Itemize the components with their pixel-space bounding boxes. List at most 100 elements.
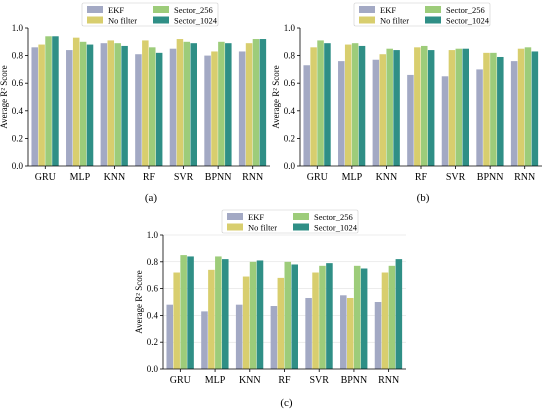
bar-rf-sector-1024 — [427, 50, 435, 166]
bar-mlp-no-filter — [72, 37, 80, 166]
legend-label: Sector_256 — [446, 5, 485, 15]
legend-label: No filter — [248, 223, 277, 233]
bar-gru-sector-1024 — [52, 36, 59, 166]
bar-gru-sector-1024 — [324, 43, 331, 166]
bar-mlp-sector-256 — [215, 256, 222, 369]
y-tick-label: 0.2 — [147, 337, 158, 347]
bar-svr-sector-1024 — [462, 48, 469, 167]
bar-rf-sector-1024 — [155, 52, 163, 167]
bar-rf-sector-256 — [284, 261, 292, 369]
legend-swatch — [87, 16, 103, 24]
bar-gru-no-filter — [310, 47, 317, 166]
x-tick-label: MLP — [70, 172, 91, 183]
bar-knn-sector-256 — [249, 261, 257, 369]
bar-bpnn-ekf — [340, 295, 347, 369]
legend-label: Sector_256 — [314, 212, 353, 222]
bar-bpnn-sector-1024 — [225, 43, 232, 166]
bar-knn-sector-256 — [114, 43, 121, 166]
bar-gru-sector-256 — [317, 40, 324, 166]
bar-rnn-sector-256 — [388, 265, 396, 369]
bar-rf-no-filter — [277, 277, 285, 369]
x-tick-label: SVR — [309, 375, 329, 386]
x-tick-label: KNN — [376, 172, 398, 183]
bar-bpnn-sector-1024 — [497, 56, 504, 167]
y-tick-label: 0.6 — [284, 78, 296, 88]
y-tick-label: 0.4 — [147, 310, 159, 320]
x-tick-label: RF — [278, 375, 291, 386]
bar-rf-sector-256 — [149, 47, 156, 166]
bar-bpnn-no-filter — [346, 297, 354, 369]
bar-rnn-sector-256 — [252, 39, 260, 166]
panel-label: (b) — [417, 192, 430, 204]
bar-bpnn-sector-1024 — [360, 268, 368, 369]
bar-bpnn-ekf — [476, 69, 483, 166]
bar-rf-sector-1024 — [291, 264, 298, 369]
bar-rf-no-filter — [142, 40, 149, 166]
bar-rnn-ekf — [238, 51, 246, 166]
bar-knn-no-filter — [379, 54, 387, 166]
bar-bpnn-sector-256 — [490, 52, 497, 167]
legend-label: EKF — [248, 212, 264, 222]
x-tick-label: RF — [415, 172, 428, 183]
y-tick-label: 0.4 — [284, 106, 296, 116]
legend-label: Sector_256 — [174, 5, 213, 15]
y-tick-label: 0.8 — [147, 257, 159, 267]
legend-swatch — [227, 213, 243, 220]
x-tick-label: MLP — [205, 375, 226, 386]
x-tick-label: KNN — [239, 375, 261, 386]
bar-gru-sector-256 — [45, 36, 52, 166]
bar-gru-no-filter — [38, 44, 45, 167]
y-tick-label: 0.6 — [12, 78, 24, 88]
legend-swatch — [359, 6, 375, 13]
bar-rnn-no-filter — [517, 48, 525, 167]
bar-svr-sector-1024 — [326, 263, 333, 369]
y-axis-label: Average R² Score — [134, 270, 144, 334]
legend-swatch — [425, 16, 441, 24]
bar-svr-ekf — [305, 297, 312, 369]
bar-rnn-sector-1024 — [531, 51, 539, 166]
legend-box — [221, 209, 359, 234]
bar-mlp-sector-256 — [351, 43, 359, 166]
bar-rf-ekf — [407, 74, 414, 166]
chart-panel-2: 0.0 0.2 0.4 0.6 0.8 1.0 GRU MLP KNN RF SVR BPNN RNN A… — [271, 2, 542, 204]
bar-mlp-sector-1024 — [86, 44, 94, 167]
x-tick-label: KNN — [104, 172, 126, 183]
legend-label: Sector_1024 — [314, 223, 358, 233]
y-tick-label: 0.0 — [284, 161, 296, 171]
bar-knn-no-filter — [242, 276, 250, 369]
bar-rf-ekf — [135, 54, 142, 166]
legend-label: EKF — [108, 5, 124, 15]
legend-box — [353, 2, 491, 27]
bar-knn-sector-1024 — [256, 260, 264, 369]
x-tick-label: GRU — [307, 172, 329, 183]
bar-mlp-no-filter — [344, 44, 352, 167]
bar-knn-sector-256 — [386, 48, 393, 167]
bar-rf-sector-256 — [421, 45, 428, 166]
legend-swatch — [153, 16, 169, 24]
y-tick-label: 0.2 — [12, 133, 23, 143]
y-tick-label: 0.2 — [284, 133, 295, 143]
bar-bpnn-sector-256 — [218, 41, 225, 166]
bar-gru-no-filter — [173, 272, 180, 369]
bar-rnn-ekf — [374, 302, 382, 369]
bar-rnn-no-filter — [381, 272, 389, 369]
legend-label: EKF — [380, 5, 396, 15]
bar-svr-no-filter — [176, 39, 184, 166]
y-tick-label: 1.0 — [12, 23, 24, 33]
x-tick-label: RNN — [378, 375, 399, 386]
legend-box — [81, 2, 219, 27]
bar-svr-ekf — [441, 76, 449, 166]
bar-bpnn-sector-256 — [353, 265, 361, 369]
x-tick-label: RNN — [514, 172, 535, 183]
panel-label: (a) — [145, 192, 158, 204]
bar-gru-sector-256 — [180, 255, 187, 369]
x-tick-label: SVR — [174, 172, 194, 183]
x-tick-label: RF — [143, 172, 156, 183]
legend-label: Sector_1024 — [446, 16, 490, 26]
bar-svr-no-filter — [448, 50, 456, 166]
bar-rnn-sector-1024 — [259, 39, 267, 166]
legend-swatch — [87, 6, 103, 13]
